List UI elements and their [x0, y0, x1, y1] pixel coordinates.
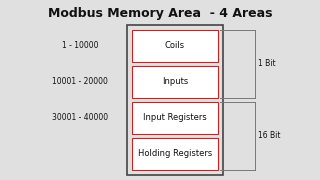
Text: Holding Registers: Holding Registers	[138, 150, 212, 159]
Text: 1 Bit: 1 Bit	[258, 60, 276, 69]
Bar	[132, 66, 218, 98]
Text: Coils: Coils	[165, 42, 185, 51]
Text: Input Registers: Input Registers	[143, 114, 207, 123]
Text: 10001 - 20000: 10001 - 20000	[52, 78, 108, 87]
Text: Modbus Memory Area  - 4 Areas: Modbus Memory Area - 4 Areas	[48, 8, 272, 21]
Bar	[127, 25, 223, 175]
Bar	[132, 30, 218, 62]
Text: 30001 - 40000: 30001 - 40000	[52, 114, 108, 123]
Bar	[132, 138, 218, 170]
Text: 1 - 10000: 1 - 10000	[62, 42, 98, 51]
Bar	[132, 102, 218, 134]
Text: Inputs: Inputs	[162, 78, 188, 87]
Text: 16 Bit: 16 Bit	[258, 132, 281, 141]
